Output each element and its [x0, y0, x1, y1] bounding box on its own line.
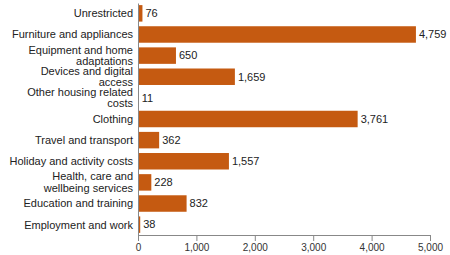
bar	[138, 174, 151, 190]
y-tick-label-line: Clothing	[93, 113, 133, 125]
x-tick: 1,000	[184, 235, 209, 253]
y-tick-label: Devices and digitalaccess	[41, 65, 134, 89]
y-tick-label-line: Health, care and	[52, 170, 133, 182]
bar	[138, 153, 229, 169]
x-tick-label: 2,000	[243, 242, 268, 253]
x-tick-label: 1,000	[184, 242, 209, 253]
y-tick: Unrestricted	[74, 7, 133, 19]
bar	[138, 195, 187, 211]
x-tick: 3,000	[301, 235, 326, 253]
data-label: 1,659	[238, 71, 266, 83]
data-label: 362	[162, 134, 180, 146]
x-tick-mark	[430, 235, 431, 241]
y-tick-label-line: Employment and work	[24, 218, 133, 230]
bar	[138, 111, 358, 127]
data-label: 1,557	[232, 155, 260, 167]
x-tick: 2,000	[243, 235, 268, 253]
data-label: 76	[145, 7, 157, 19]
x-tick-mark	[372, 235, 373, 241]
y-tick-label: Holiday and activity costs	[10, 155, 134, 167]
chart: 76 4,759 650 1,659 11 3,761 362 1,557 228 832 38 0 1…	[0, 0, 450, 255]
y-tick: Holiday and activity costs	[10, 155, 134, 167]
plot: 76 4,759 650 1,659 11 3,761 362 1,557 228 832 38 0 1…	[10, 4, 447, 254]
x-tick-label: 0	[136, 242, 142, 253]
y-tick-label-line: Travel and transport	[35, 134, 133, 146]
y-tick-label: Health, care andwellbeing services	[43, 170, 134, 194]
x-tick-mark	[138, 235, 139, 241]
data-label: 4,759	[419, 28, 447, 40]
y-tick-label-line: Holiday and activity costs	[10, 155, 134, 167]
y-tick: Employment and work	[24, 218, 133, 230]
y-tick: Other housing relatedcosts	[27, 86, 133, 110]
y-axis-line	[138, 4, 139, 236]
y-tick-label-line: Furniture and appliances	[12, 28, 134, 40]
y-tick: Education and training	[24, 197, 133, 209]
y-tick-label-line: Unrestricted	[74, 7, 133, 19]
y-tick-label-line: Education and training	[24, 197, 133, 209]
y-tick-label-line: Devices and digital	[41, 65, 133, 77]
data-label: 650	[179, 49, 197, 61]
bar	[138, 69, 235, 85]
x-tick-mark	[196, 235, 197, 241]
data-label: 228	[154, 176, 172, 188]
bar	[138, 132, 159, 148]
x-axis: 0 1,000 2,000 3,000 4,000 5,000	[136, 235, 444, 253]
y-tick-label: Employment and work	[24, 218, 133, 230]
x-tick: 5,000	[418, 235, 443, 253]
y-tick-label: Education and training	[24, 197, 133, 209]
y-tick-label-line: wellbeing services	[43, 182, 134, 194]
y-tick-label: Unrestricted	[74, 7, 133, 19]
x-tick-label: 3,000	[301, 242, 326, 253]
y-tick: Devices and digitalaccess	[41, 65, 134, 89]
y-tick-label: Equipment and homeadaptations	[28, 44, 133, 68]
y-tick: Furniture and appliances	[12, 28, 134, 40]
y-tick-label-line: Equipment and home	[28, 44, 133, 56]
y-tick-label: Furniture and appliances	[12, 28, 134, 40]
y-tick: Health, care andwellbeing services	[43, 170, 134, 194]
bar	[138, 47, 176, 63]
x-tick-label: 5,000	[418, 242, 443, 253]
y-tick-label: Other housing relatedcosts	[27, 86, 133, 110]
bars	[138, 5, 416, 233]
y-tick: Clothing	[93, 113, 133, 125]
data-label: 11	[142, 92, 153, 104]
x-tick-mark	[255, 235, 256, 241]
bar	[138, 26, 416, 42]
data-label: 832	[190, 197, 208, 209]
y-tick: Travel and transport	[35, 134, 133, 146]
y-tick-label-line: costs	[107, 97, 133, 109]
x-tick: 4,000	[360, 235, 385, 253]
x-tick-mark	[313, 235, 314, 241]
x-tick: 0	[136, 235, 142, 253]
y-tick-label: Clothing	[93, 113, 133, 125]
data-labels: 76 4,759 650 1,659 11 3,761 362 1,557 228 832 38	[142, 7, 447, 230]
data-label: 38	[143, 218, 155, 230]
x-tick-label: 4,000	[360, 242, 385, 253]
y-tick-label: Travel and transport	[35, 134, 133, 146]
y-axis: Unrestricted Furniture and appliances Equi…	[10, 4, 139, 236]
data-label: 3,761	[361, 113, 389, 125]
x-axis-line	[139, 235, 431, 236]
y-tick-label-line: Other housing related	[27, 86, 133, 98]
y-tick: Equipment and homeadaptations	[28, 44, 133, 68]
